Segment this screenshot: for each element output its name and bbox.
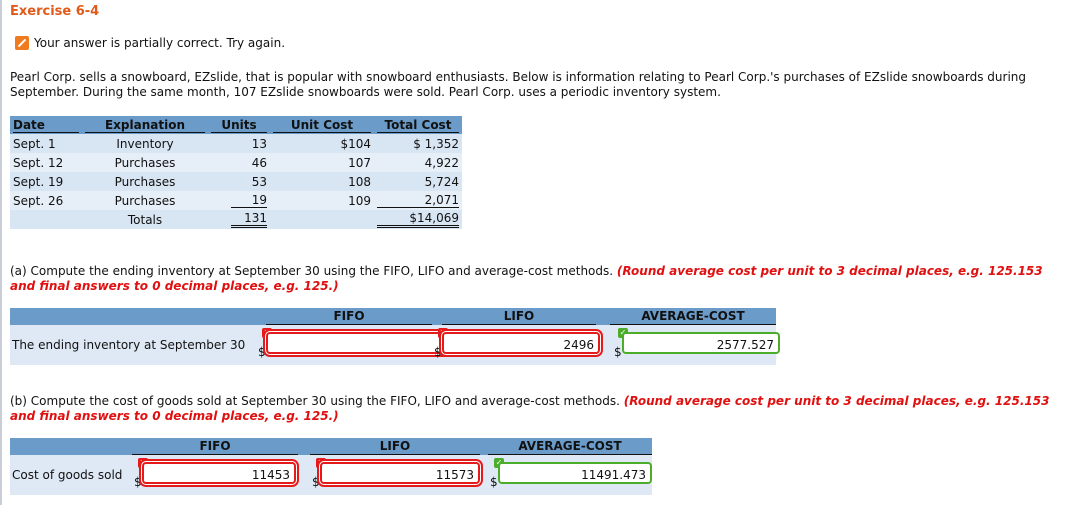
cell-unit-cost: 109 [270, 191, 374, 210]
col-header-average-cost: AVERAGE-COST [488, 439, 652, 455]
lifo-ending-inventory-field: $ ✕ 2496 [434, 328, 604, 359]
col-header-date: Date [10, 116, 82, 134]
part-b-question: (b) Compute the cost of goods sold at Se… [10, 394, 1065, 424]
dollar-sign: $ [490, 475, 498, 489]
col-header-fifo: FIFO [266, 309, 432, 325]
part-b-hint: (Round average cost per unit to 3 decima… [10, 394, 1050, 423]
totals-label: Totals [82, 210, 208, 229]
col-header-total-cost: Total Cost [374, 116, 462, 134]
col-header-explanation: Explanation [82, 116, 208, 134]
inventory-table: Date Explanation Units Unit Cost Total C… [10, 116, 462, 229]
part-a-question-text: (a) Compute the ending inventory at Sept… [10, 264, 614, 278]
part-a-header-row: FIFO LIFO AVERAGE-COST [10, 308, 776, 325]
lifo-ending-inventory-input[interactable]: 2496 [442, 332, 600, 354]
col-header-units: Units [208, 116, 270, 134]
col-header-fifo: FIFO [132, 439, 298, 455]
ending-inventory-label: The ending inventory at September 30 [12, 338, 246, 352]
cell-total-cost: 4,922 [374, 153, 462, 172]
avg-cost-ending-inventory-input[interactable]: 2577.527 [622, 332, 780, 354]
cell-total-cost: $ 1,352 [374, 134, 462, 153]
left-border [0, 0, 2, 505]
cogs-label: Cost of goods sold [12, 468, 123, 482]
totals-units: 131 [208, 210, 270, 229]
cell-unit-cost: $104 [270, 134, 374, 153]
cell-units: 13 [208, 134, 270, 153]
part-a-hint: (Round average cost per unit to 3 decima… [10, 264, 1043, 293]
cell-unit-cost: 107 [270, 153, 374, 172]
answer-status: Your answer is partially correct. Try ag… [15, 36, 285, 50]
table-row: Sept. 19 Purchases 53 108 5,724 [10, 172, 462, 191]
dollar-sign: $ [258, 345, 266, 359]
cell-explanation: Purchases [82, 172, 208, 191]
cell-date: Sept. 1 [10, 134, 82, 153]
totals-total-cost: $14,069 [374, 210, 462, 229]
dollar-sign: $ [312, 475, 320, 489]
cell-explanation: Purchases [82, 153, 208, 172]
cell-empty [270, 210, 374, 229]
dollar-sign: $ [614, 345, 622, 359]
table-row: Sept. 26 Purchases 19 109 2,071 [10, 191, 462, 210]
col-header-average-cost: AVERAGE-COST [610, 309, 776, 325]
status-text: Your answer is partially correct. Try ag… [34, 36, 286, 50]
cell-date: Sept. 12 [10, 153, 82, 172]
part-a-question: (a) Compute the ending inventory at Sept… [10, 264, 1065, 294]
part-a-answer-table: FIFO LIFO AVERAGE-COST The ending invent… [10, 308, 780, 365]
table-row: Sept. 1 Inventory 13 $104 $ 1,352 [10, 134, 462, 153]
cell-units: 19 [208, 191, 270, 210]
lifo-cogs-field: $ ✕ 11573 [312, 458, 482, 489]
part-b-answer-table: FIFO LIFO AVERAGE-COST Cost of goods sol… [10, 438, 652, 495]
fifo-cogs-field: $ ✕ 11453 [134, 458, 298, 489]
cell-unit-cost: 108 [270, 172, 374, 191]
col-header-lifo: LIFO [442, 309, 596, 325]
avg-cost-cogs-field: $ ✓ 11491.473 [490, 458, 652, 489]
part-b-answer-row: Cost of goods sold $ ✕ 11453 $ ✕ 11573 $… [10, 455, 652, 495]
part-a-answer-row: The ending inventory at September 30 $ ✕… [10, 325, 780, 365]
totals-row: Totals 131 $14,069 [10, 210, 462, 229]
table-header-row: Date Explanation Units Unit Cost Total C… [10, 116, 462, 134]
cell-units: 46 [208, 153, 270, 172]
col-header-lifo: LIFO [310, 439, 480, 455]
cell-total-cost: 2,071 [374, 191, 462, 210]
exercise-title: Exercise 6-4 [10, 4, 100, 19]
dollar-sign: $ [134, 475, 142, 489]
dollar-sign: $ [434, 345, 442, 359]
part-b-header-row: FIFO LIFO AVERAGE-COST [10, 438, 652, 455]
cell-explanation: Inventory [82, 134, 208, 153]
cell-empty [10, 210, 82, 229]
col-header-unit-cost: Unit Cost [270, 116, 374, 134]
avg-cost-ending-inventory-field: $ ✓ 2577.527 [614, 328, 780, 359]
pencil-edit-icon [15, 36, 29, 50]
lifo-cogs-input[interactable]: 11573 [320, 462, 480, 484]
cell-total-cost: 5,724 [374, 172, 462, 191]
part-b-question-text: (b) Compute the cost of goods sold at Se… [10, 394, 620, 408]
cell-date: Sept. 19 [10, 172, 82, 191]
fifo-cogs-input[interactable]: 11453 [142, 462, 296, 484]
cell-explanation: Purchases [82, 191, 208, 210]
cell-units: 53 [208, 172, 270, 191]
problem-intro: Pearl Corp. sells a snowboard, EZslide, … [10, 70, 1027, 99]
cell-date: Sept. 26 [10, 191, 82, 210]
avg-cost-cogs-input[interactable]: 11491.473 [498, 462, 652, 484]
table-row: Sept. 12 Purchases 46 107 4,922 [10, 153, 462, 172]
